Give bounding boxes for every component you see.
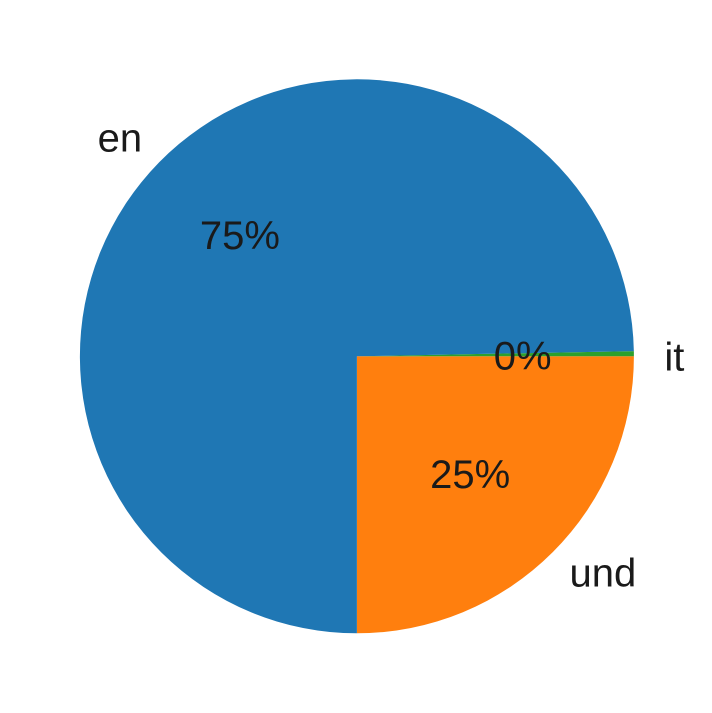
svg-text:25%: 25% <box>430 453 510 497</box>
svg-text:und: und <box>570 552 637 596</box>
svg-text:0%: 0% <box>494 335 552 379</box>
svg-text:en: en <box>98 116 143 160</box>
svg-text:it: it <box>664 336 684 380</box>
svg-text:75%: 75% <box>200 214 280 258</box>
